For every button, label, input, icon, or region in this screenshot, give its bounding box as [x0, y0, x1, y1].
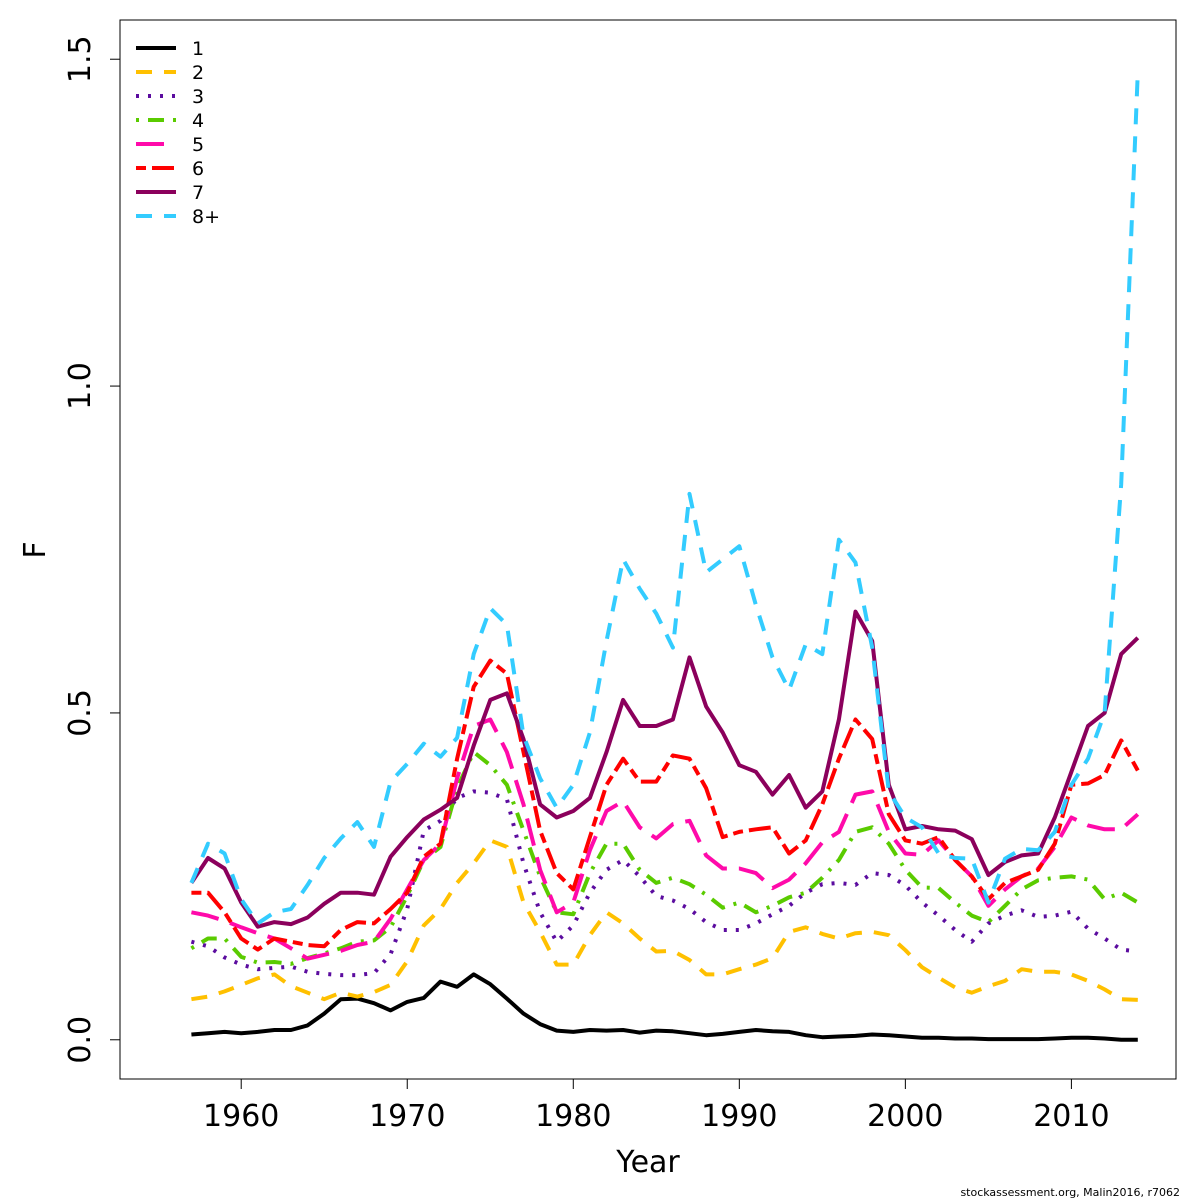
x-tick-label: 2010 — [1033, 1099, 1109, 1134]
legend-label: 1 — [192, 38, 204, 60]
credit-text: stockassessment.org, Malin2016, r7062 — [960, 1186, 1180, 1199]
y-tick-label: 1.5 — [63, 35, 98, 83]
series-lines — [189, 72, 1140, 1042]
series-line-3 — [190, 789, 1139, 978]
legend-label: 7 — [192, 182, 204, 204]
legend-label: 4 — [192, 110, 204, 132]
x-tick-label: 1960 — [203, 1099, 279, 1134]
x-tick-label: 1990 — [701, 1099, 777, 1134]
legend-label: 5 — [192, 134, 204, 156]
y-tick-label: 0.0 — [63, 1016, 98, 1064]
legend-label: 6 — [192, 158, 204, 180]
y-axis: 0.0 0.5 1.0 1.5 — [63, 35, 121, 1064]
series-line-8+ — [189, 72, 1140, 926]
plot-frame — [119, 19, 1177, 1080]
y-tick-label: 0.5 — [63, 689, 98, 737]
legend-label: 8+ — [192, 206, 220, 228]
legend-label: 2 — [192, 62, 204, 84]
series-line-6 — [191, 658, 1140, 952]
series-line-7 — [189, 609, 1140, 929]
x-tick-label: 2000 — [867, 1099, 943, 1134]
y-axis-title: F — [18, 541, 53, 558]
series-line-5 — [191, 717, 1140, 961]
legend-label: 3 — [192, 86, 204, 108]
series-line-4 — [190, 750, 1139, 966]
x-axis: 1960 1970 1980 1990 2000 2010 — [203, 1078, 1110, 1134]
x-tick-label: 1980 — [535, 1099, 611, 1134]
series-line-2 — [191, 838, 1138, 1002]
x-tick-label: 1970 — [369, 1099, 445, 1134]
series-line-1 — [191, 972, 1138, 1042]
y-tick-label: 1.0 — [63, 362, 98, 410]
x-axis-title: Year — [615, 1145, 680, 1180]
